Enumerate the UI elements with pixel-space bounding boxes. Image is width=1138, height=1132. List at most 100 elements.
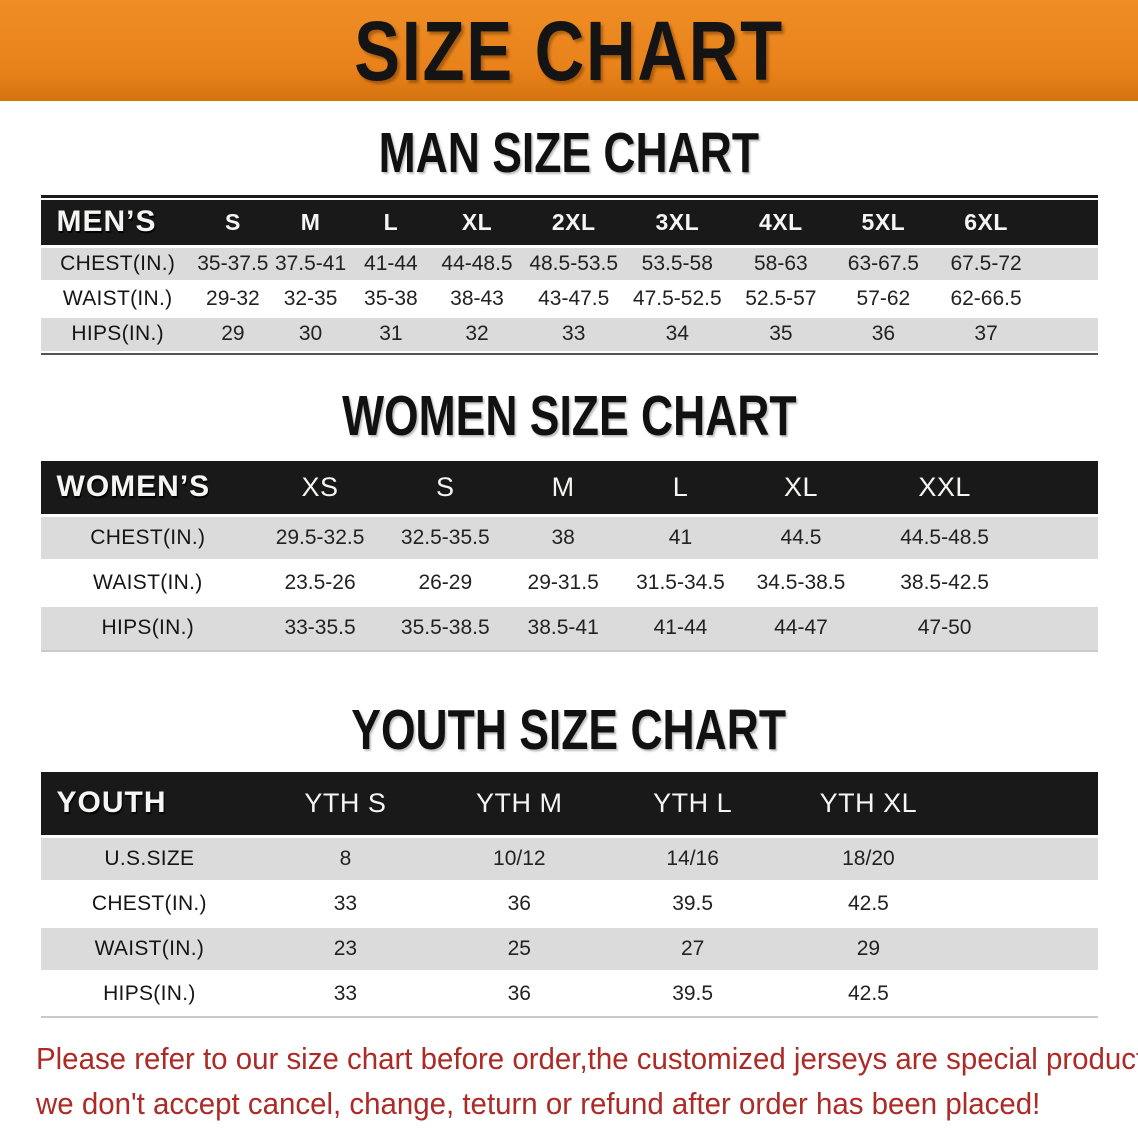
- row-label: CHEST(IN.): [40, 246, 195, 281]
- size-cell: 41-44: [620, 605, 741, 650]
- size-cell: 53.5-58: [624, 246, 730, 281]
- size-cell: 34.5-38.5: [756, 570, 846, 594]
- row-label: CHEST(IN.): [40, 515, 256, 560]
- size-cell: 27: [605, 926, 780, 971]
- size-cell: 26-29: [418, 570, 473, 594]
- size-cell: 48.5-53.5: [522, 246, 625, 281]
- table-row: HIPS(IN.) 33 36 39.5 42.5: [40, 971, 1098, 1016]
- size-cell: 58-63: [729, 246, 833, 281]
- size-cell: 38.5-41: [505, 605, 621, 650]
- row-label: HIPS(IN.): [40, 316, 195, 351]
- size-cell: 29: [194, 316, 271, 351]
- col-header: L: [350, 200, 432, 246]
- size-cell: 44-47: [740, 605, 862, 650]
- size-cell: 47-50: [861, 605, 1098, 650]
- size-cell: 67.5-72: [934, 246, 1098, 281]
- size-cell: 10/12: [432, 836, 606, 881]
- size-cell: 23.5-26: [284, 570, 356, 594]
- col-header: 4XL: [729, 200, 833, 246]
- col-header: S: [194, 200, 271, 246]
- row-label: CHEST(IN.): [91, 891, 207, 915]
- man-section-heading: MAN SIZE CHART: [0, 125, 1138, 182]
- table-header-row: MEN’S S M L XL 2XL 3XL 4XL 5XL 6XL: [40, 200, 1098, 246]
- size-cell: 8: [258, 836, 433, 881]
- youth-size-table-wrapper: YOUTH YTH S YTH M YTH L YTH XL U.S.SIZE …: [40, 772, 1098, 1018]
- col-header: YTH XL: [779, 772, 1098, 836]
- size-cell: 34: [624, 316, 730, 351]
- youth-heading-text: YOUTH SIZE CHART: [351, 698, 787, 762]
- row-label: HIPS(IN.): [40, 605, 256, 650]
- table-row: U.S.SIZE 8 10/12 14/16 18/20: [40, 836, 1098, 881]
- size-cell: 39.5: [672, 891, 714, 915]
- row-label: HIPS(IN.): [103, 982, 196, 1006]
- table-row: WAIST(IN.) 23.5-26 26-29 29-31.5 31.5-34…: [40, 560, 1098, 605]
- size-cell: 25: [432, 926, 606, 971]
- size-cell: 44.5-48.5: [861, 515, 1098, 560]
- banner-title: SIZE CHART: [354, 3, 784, 98]
- table-row: HIPS(IN.) 33-35.5 35.5-38.5 38.5-41 41-4…: [40, 605, 1098, 650]
- mens-size-table-wrapper: MEN’S S M L XL 2XL 3XL 4XL 5XL 6XL CHEST…: [40, 195, 1098, 355]
- womens-table-title: WOMEN’S: [40, 461, 256, 515]
- size-cell: 32-35: [283, 286, 338, 310]
- col-header: 2XL: [522, 200, 625, 246]
- size-cell: 32: [431, 316, 523, 351]
- table-header-row: WOMEN’S XS S M L XL XXL: [40, 461, 1098, 515]
- size-cell: 35: [729, 316, 833, 351]
- youth-size-table: YOUTH YTH S YTH M YTH L YTH XL U.S.SIZE …: [40, 772, 1098, 1016]
- size-cell: 37: [934, 316, 1098, 351]
- youth-section-heading: YOUTH SIZE CHART: [0, 702, 1138, 759]
- disclaimer-note: Please refer to our size chart before or…: [0, 1036, 1138, 1126]
- size-cell: 44.5: [740, 515, 862, 560]
- size-cell: 63-67.5: [832, 246, 935, 281]
- col-header: XL: [431, 200, 523, 246]
- col-header: 5XL: [832, 200, 935, 246]
- col-header: XL: [740, 461, 862, 515]
- col-header: YTH S: [258, 772, 433, 836]
- row-label: WAIST(IN.): [40, 926, 259, 971]
- womens-size-table-wrapper: WOMEN’S XS S M L XL XXL CHEST(IN.) 29.5-…: [40, 461, 1098, 652]
- col-header: M: [270, 200, 351, 246]
- size-cell: 32.5-35.5: [385, 515, 506, 560]
- size-cell: 42.5: [847, 891, 889, 915]
- mens-size-table: MEN’S S M L XL 2XL 3XL 4XL 5XL 6XL CHEST…: [40, 200, 1098, 351]
- size-cell: 29-32: [206, 286, 260, 310]
- col-header: S: [385, 461, 506, 515]
- disclaimer-line-2: we don't accept cancel, change, teturn o…: [36, 1086, 1041, 1121]
- table-header-row: YOUTH YTH S YTH M YTH L YTH XL: [40, 772, 1098, 836]
- women-heading-text: WOMEN SIZE CHART: [341, 384, 797, 448]
- youth-table-title: YOUTH: [40, 772, 259, 836]
- col-header: L: [620, 461, 741, 515]
- size-cell: 14/16: [605, 836, 780, 881]
- col-header: M: [505, 461, 621, 515]
- row-label: WAIST(IN.): [93, 570, 203, 594]
- size-cell: 33: [333, 891, 358, 915]
- table-row: CHEST(IN.) 29.5-32.5 32.5-35.5 38 41 44.…: [40, 515, 1098, 560]
- size-cell: 33: [522, 316, 625, 351]
- table-row: CHEST(IN.) 33 36 39.5 42.5: [40, 881, 1098, 926]
- col-header: XS: [255, 461, 386, 515]
- col-header: YTH M: [432, 772, 606, 836]
- table-row: CHEST(IN.) 35-37.5 37.5-41 41-44 44-48.5…: [40, 246, 1098, 281]
- table-row: WAIST(IN.) 29-32 32-35 35-38 38-43 43-47…: [40, 281, 1098, 316]
- size-cell: 23: [258, 926, 433, 971]
- col-header: XXL: [861, 461, 1098, 515]
- col-header: YTH L: [605, 772, 780, 836]
- size-cell: 37.5-41: [270, 246, 351, 281]
- size-cell: 38: [505, 515, 621, 560]
- size-cell: 62-66.5: [950, 286, 1022, 310]
- size-cell: 18/20: [779, 836, 1098, 881]
- size-cell: 47.5-52.5: [632, 286, 722, 310]
- size-cell: 29: [779, 926, 1098, 971]
- disclaimer-line-1: Please refer to our size chart before or…: [36, 1041, 1138, 1076]
- size-cell: 39.5: [672, 982, 714, 1006]
- size-cell: 42.5: [847, 982, 889, 1006]
- size-cell: 30: [270, 316, 351, 351]
- row-label: WAIST(IN.): [62, 286, 173, 310]
- size-cell: 33-35.5: [255, 605, 386, 650]
- size-cell: 35-37.5: [194, 246, 271, 281]
- mens-table-title: MEN’S: [40, 200, 195, 246]
- size-cell: 41-44: [350, 246, 432, 281]
- size-cell: 57-62: [856, 286, 911, 310]
- size-cell: 52.5-57: [745, 286, 817, 310]
- size-cell: 29-31.5: [527, 570, 599, 594]
